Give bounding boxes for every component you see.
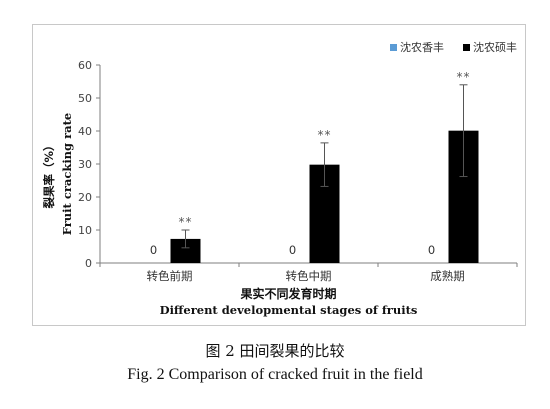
- legend-swatch: [390, 44, 397, 51]
- figure-caption-zh: 图 2 田间裂果的比较: [205, 342, 345, 360]
- bar-value-label: 0: [150, 243, 157, 257]
- x-axis-title-zh: 果实不同发育时期: [239, 286, 336, 301]
- y-tick-label: 30: [78, 158, 92, 171]
- y-tick-label: 60: [78, 59, 92, 72]
- y-tick-label: 20: [78, 191, 92, 204]
- bar-value-label: 0: [428, 243, 435, 257]
- chart-panel: 0 10 20 30 40 50 60 转色前期 0 ** 转色中期 0 ** 成熟期 0 ** 沈农香丰 沈农硕…: [32, 24, 526, 326]
- x-category-label: 转色中期: [286, 269, 332, 283]
- figure-caption-en: Fig. 2 Comparison of cracked fruit in th…: [127, 366, 423, 383]
- significance-marker: **: [179, 215, 193, 229]
- y-tick-label: 40: [78, 125, 92, 138]
- significance-marker: **: [457, 70, 471, 84]
- significance-marker: **: [318, 128, 332, 142]
- legend-entry: 沈农硕丰: [473, 40, 517, 54]
- bar-chart: 0 10 20 30 40 50 60 转色前期 0 ** 转色中期 0 ** 成熟期 0 ** 沈农香丰 沈农硕…: [42, 40, 518, 317]
- x-category-label: 成熟期: [430, 269, 465, 283]
- x-axis-title-en: Different developmental stages of fruits: [160, 303, 418, 317]
- y-tick-label: 10: [78, 224, 92, 237]
- x-category-label: 转色前期: [147, 269, 193, 283]
- y-axis-title-zh: 裂果率（%）: [42, 139, 56, 209]
- y-tick-label: 0: [85, 257, 92, 270]
- y-axis-title-en: Fruit cracking rate: [60, 113, 74, 235]
- bar-value-label: 0: [289, 243, 296, 257]
- y-tick-label: 50: [78, 92, 92, 105]
- legend-swatch: [463, 44, 470, 51]
- legend-entry: 沈农香丰: [400, 40, 444, 54]
